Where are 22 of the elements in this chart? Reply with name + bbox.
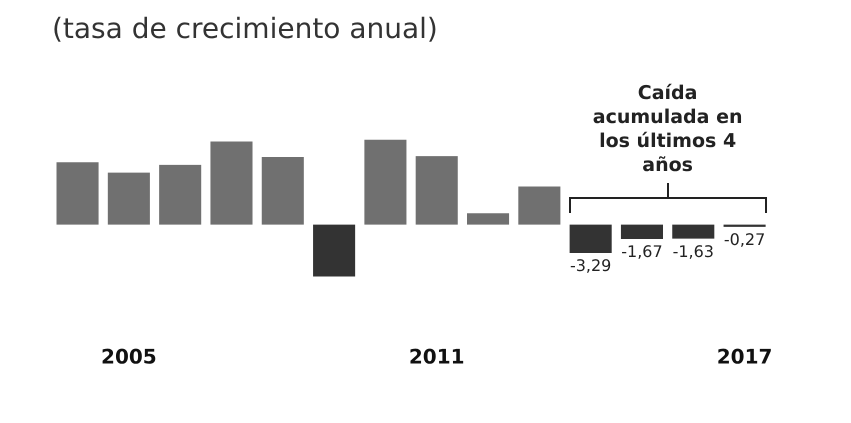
chart-title: (tasa de crecimiento anual) xyxy=(52,12,438,45)
bar xyxy=(672,224,714,239)
x-tick-label: 2011 xyxy=(408,344,465,369)
bar xyxy=(364,140,406,225)
data-label: -0,27 xyxy=(724,230,766,250)
bar xyxy=(570,224,612,254)
bar xyxy=(467,213,510,225)
bar xyxy=(416,156,458,225)
bar xyxy=(108,172,150,225)
bar xyxy=(210,141,253,225)
bar xyxy=(159,164,202,225)
annotation: Caída acumulada en los últimos 4 años xyxy=(592,80,744,177)
bar xyxy=(313,224,356,276)
data-label: -3,29 xyxy=(570,256,612,276)
bar xyxy=(56,162,99,225)
x-tick-label: 2005 xyxy=(101,344,157,369)
x-tick-label: 2017 xyxy=(716,344,772,369)
data-label: -1,67 xyxy=(621,242,663,262)
bar xyxy=(518,186,560,225)
bar xyxy=(262,157,304,225)
data-label: -1,63 xyxy=(672,242,714,261)
bar xyxy=(620,224,664,240)
